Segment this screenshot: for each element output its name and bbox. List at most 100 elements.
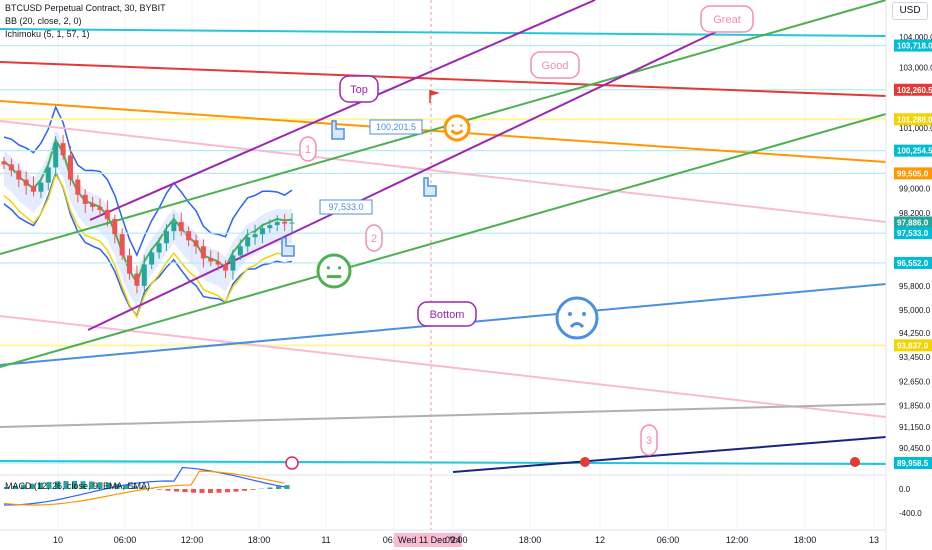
price-callout-lower-box[interactable] xyxy=(319,199,373,215)
price-label-box[interactable] xyxy=(894,83,932,96)
candle-body[interactable] xyxy=(1,161,7,165)
candle-body[interactable] xyxy=(245,237,251,247)
bb-legend[interactable]: BB (20, close, 2, 0) xyxy=(5,16,82,26)
macd-histogram-bar xyxy=(140,487,145,489)
red-flag-icon[interactable] xyxy=(430,90,440,96)
currency-button[interactable]: USD xyxy=(892,2,928,20)
y-tick-label: 98,200.0 xyxy=(899,209,931,218)
pink-trend-line-lower[interactable] xyxy=(0,315,887,418)
confused-face-icon[interactable] xyxy=(555,296,599,340)
ichimoku-line xyxy=(3,137,293,286)
candle-body[interactable] xyxy=(163,231,169,244)
macd-histogram-bar xyxy=(4,487,9,489)
candle-body[interactable] xyxy=(45,167,51,183)
symbol-legend[interactable]: BTCUSD Perpetual Contract, 30, BYBIT xyxy=(5,3,166,13)
candle-body[interactable] xyxy=(193,240,199,247)
candle-body[interactable] xyxy=(67,155,73,180)
price-label-box[interactable] xyxy=(894,227,932,240)
y-tick-label: 91,150.0 xyxy=(899,423,931,432)
price-label-box[interactable] xyxy=(894,167,932,180)
candle-body[interactable] xyxy=(119,234,125,256)
good-label-bubble[interactable] xyxy=(530,51,580,79)
orange-trend-line[interactable] xyxy=(0,100,887,163)
neutral-face-icon[interactable] xyxy=(316,253,352,289)
candle-body[interactable] xyxy=(23,179,29,186)
candle-body[interactable] xyxy=(31,185,37,192)
price-label-box[interactable] xyxy=(894,256,932,269)
red-trend-line[interactable] xyxy=(0,61,887,97)
candle-body[interactable] xyxy=(104,209,110,220)
pointer-hand-icon-mid[interactable] xyxy=(423,177,437,197)
green-trend-line-upper[interactable] xyxy=(0,0,887,255)
candle-body[interactable] xyxy=(267,225,273,229)
candle-body[interactable] xyxy=(289,222,295,224)
candle-body[interactable] xyxy=(178,222,184,232)
candle-body[interactable] xyxy=(97,206,103,210)
candle-body[interactable] xyxy=(127,255,133,274)
wave-2-label-bubble[interactable] xyxy=(365,224,383,252)
candle-body[interactable] xyxy=(200,246,206,259)
macd-line xyxy=(3,466,285,506)
candle-body[interactable] xyxy=(208,258,214,262)
x-tick-label: 18:00 xyxy=(794,535,817,545)
green-trend-line-lower[interactable] xyxy=(0,113,887,368)
lightning-event-icon[interactable] xyxy=(285,456,299,470)
top-label-bubble[interactable] xyxy=(339,75,379,103)
candle-body[interactable] xyxy=(16,170,22,180)
candle-body[interactable] xyxy=(38,182,44,192)
great-label-bubble[interactable] xyxy=(700,5,754,33)
macd-histogram-bar xyxy=(123,484,128,489)
bottom-label-bubble[interactable] xyxy=(417,301,477,327)
candle-body[interactable] xyxy=(282,222,288,224)
x-tick-label: 06:00 xyxy=(114,535,137,545)
navy-trend-line[interactable] xyxy=(452,436,887,473)
cyan-trend-line-bottom[interactable] xyxy=(0,460,887,465)
candle-body[interactable] xyxy=(252,234,258,238)
candle-body[interactable] xyxy=(141,264,147,286)
price-callout-upper-box[interactable] xyxy=(369,119,423,135)
pointer-hand-icon-top[interactable] xyxy=(331,120,345,140)
pink-trend-line-upper[interactable] xyxy=(0,120,887,223)
macd-legend[interactable]: MACD (12, 26, close, 9, EMA, EMA) xyxy=(5,481,151,491)
candle-body[interactable] xyxy=(75,179,81,195)
ichimoku-legend[interactable]: Ichimoku (5, 1, 57, 1) xyxy=(5,29,90,39)
purple-channel-upper[interactable] xyxy=(89,0,596,221)
candle-body[interactable] xyxy=(237,246,243,256)
y-tick-label: 101,000.0 xyxy=(899,124,932,133)
us-flag-event-icon[interactable] xyxy=(580,457,590,467)
happy-face-icon-eye-left xyxy=(451,124,454,127)
candle-body[interactable] xyxy=(60,143,66,156)
candle-body[interactable] xyxy=(186,231,192,241)
happy-face-icon[interactable] xyxy=(443,114,471,142)
candle-body[interactable] xyxy=(259,228,265,235)
candle-body[interactable] xyxy=(149,252,155,265)
candle-body[interactable] xyxy=(274,222,280,226)
candle-body[interactable] xyxy=(156,243,162,253)
candle-body[interactable] xyxy=(8,164,14,171)
price-label-box[interactable] xyxy=(894,457,932,469)
price-label-box[interactable] xyxy=(894,113,932,126)
candle-body[interactable] xyxy=(82,194,88,204)
candle-body[interactable] xyxy=(171,222,177,232)
candle-body[interactable] xyxy=(53,143,59,168)
pointer-hand-icon-low[interactable] xyxy=(281,237,295,257)
price-label-box[interactable] xyxy=(894,144,932,157)
candle-body[interactable] xyxy=(230,255,236,271)
purple-channel-lower[interactable] xyxy=(87,29,721,331)
wave-3-label-bubble[interactable] xyxy=(640,424,658,456)
cyan-trend-line-top[interactable] xyxy=(0,28,887,37)
wave-1-label-bubble[interactable] xyxy=(299,136,317,162)
candle-body[interactable] xyxy=(223,264,229,271)
macd-histogram-bar xyxy=(106,482,111,489)
candle-body[interactable] xyxy=(112,219,118,235)
price-label-box[interactable] xyxy=(894,39,932,52)
macd-histogram-bar xyxy=(89,481,94,489)
candle-body[interactable] xyxy=(90,203,96,207)
gray-trend-line[interactable] xyxy=(0,403,887,428)
price-label-box[interactable] xyxy=(894,339,932,352)
candle-body[interactable] xyxy=(215,261,221,265)
us-flag-event-icon[interactable] xyxy=(850,457,860,467)
candle-body[interactable] xyxy=(134,273,140,286)
